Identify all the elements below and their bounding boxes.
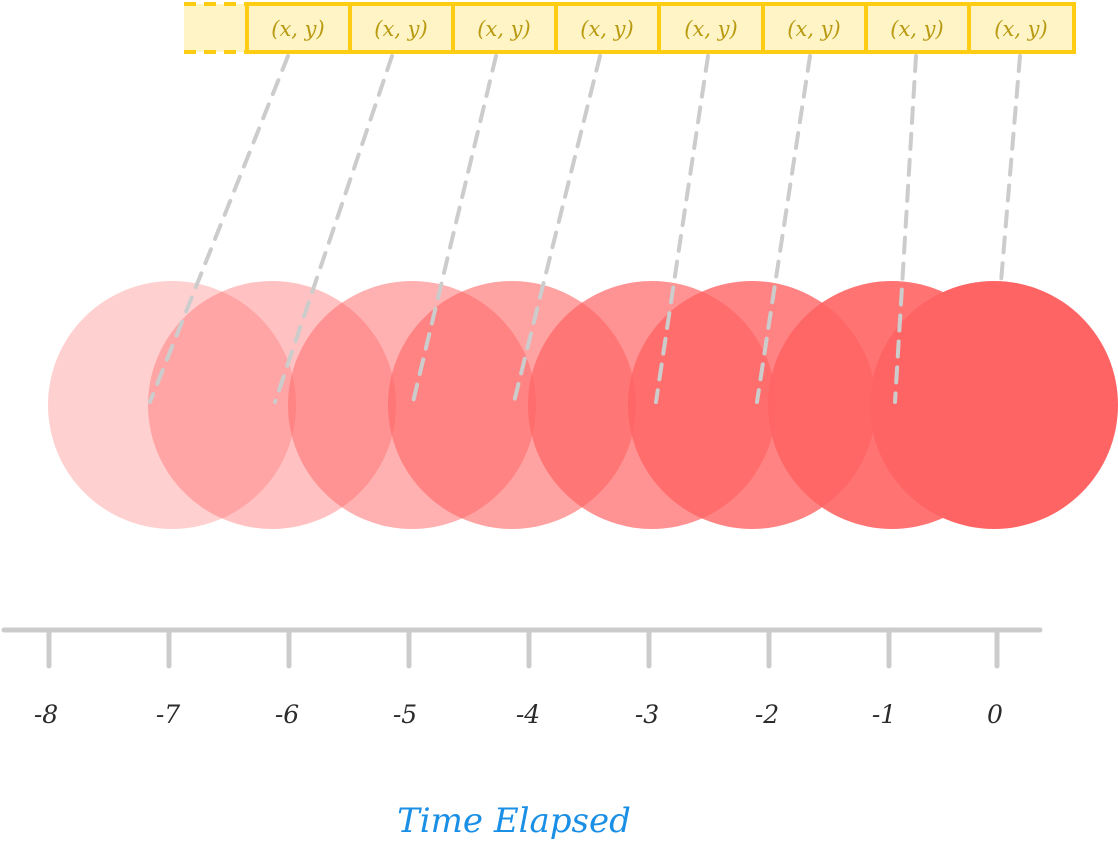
buffer-cell-label: (x, y) <box>580 17 633 41</box>
buffer-cell <box>348 2 455 54</box>
buffer-cell-label: (x, y) <box>890 17 943 41</box>
axis-tick-label: -4 <box>516 700 540 729</box>
connector-line <box>512 54 602 404</box>
connector-line <box>755 54 812 404</box>
axis-tick-label: -5 <box>393 700 417 729</box>
axis-tick-label: -3 <box>635 700 659 729</box>
buffer-cell-label: (x, y) <box>477 17 530 41</box>
position-circle <box>870 281 1118 529</box>
buffer-cell-label: (x, y) <box>684 17 737 41</box>
axis-tick-label: -2 <box>755 700 779 729</box>
connector-line <box>273 54 394 404</box>
axis-tick-label: -6 <box>275 700 299 729</box>
position-circles <box>48 281 1118 529</box>
connector-line <box>654 54 710 404</box>
buffer-connectors <box>148 54 1022 404</box>
connector-line <box>893 54 918 404</box>
connector-line <box>411 54 498 404</box>
axis-tick-label: -1 <box>872 700 896 729</box>
buffer-cell <box>864 2 971 54</box>
position-buffer: (x, y) (x, y) (x, y) (x, y) (x, y) (x, y… <box>184 2 1076 54</box>
buffer-cell-label: (x, y) <box>271 17 324 41</box>
axis-tick-label: 0 <box>987 700 1003 729</box>
buffer-overflow-border <box>184 2 247 54</box>
axis-tick-label: -8 <box>34 700 58 729</box>
time-axis-labels: -8 -7 -6 -5 -4 -3 -2 -1 0 <box>34 700 1003 729</box>
buffer-cell <box>245 2 352 54</box>
time-axis <box>1 627 1043 669</box>
axis-title: Time Elapsed <box>397 801 631 841</box>
buffer-cell-label: (x, y) <box>374 17 427 41</box>
position-circle <box>48 281 296 529</box>
buffer-cell <box>761 2 868 54</box>
buffer-cell-label: (x, y) <box>787 17 840 41</box>
buffer-cell <box>451 2 558 54</box>
connector-line <box>999 54 1022 284</box>
buffer-cell-label: (x, y) <box>994 17 1047 41</box>
connector-line <box>148 54 290 404</box>
buffer-overflow-cell <box>184 4 247 52</box>
buffer-cell <box>967 2 1076 54</box>
axis-tick-label: -7 <box>156 700 180 729</box>
buffer-cell <box>657 2 765 54</box>
